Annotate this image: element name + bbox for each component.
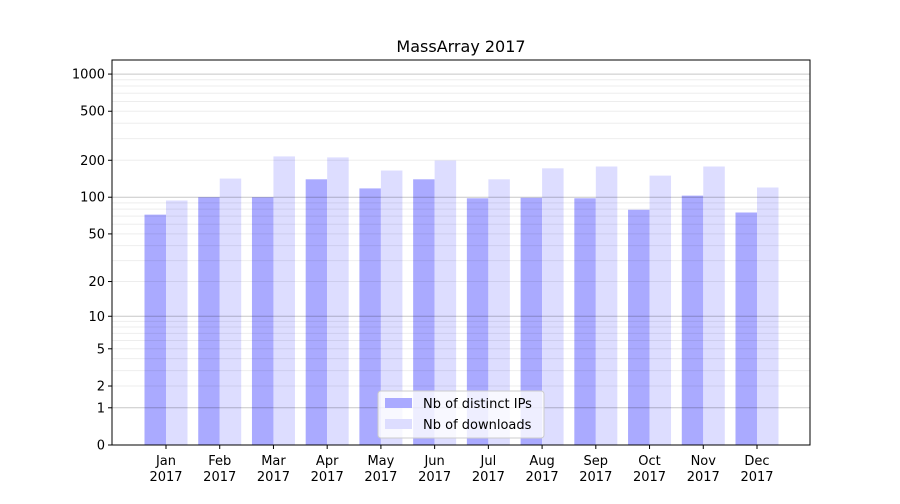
x-tick-label: Mar 2017 — [257, 454, 290, 485]
legend-label: Nb of downloads — [423, 418, 532, 433]
x-tick-label: Jan 2017 — [149, 454, 182, 485]
y-tick-label: 500 — [80, 105, 105, 120]
bar-downloads — [703, 166, 725, 446]
y-tick-label: 0 — [97, 439, 105, 454]
x-tick-label: Apr 2017 — [311, 454, 344, 485]
y-tick-label: 20 — [88, 275, 105, 290]
x-tick-label: Nov 2017 — [687, 454, 720, 485]
bar-downloads — [649, 175, 672, 446]
x-tick-label: Dec 2017 — [740, 454, 773, 485]
bar-downloads — [380, 170, 403, 445]
x-tick-label: Jun 2017 — [418, 454, 451, 485]
bar-ips — [251, 197, 274, 445]
bar-ips — [520, 197, 543, 445]
bar-ips — [305, 179, 328, 445]
y-tick-label: 50 — [88, 227, 105, 242]
chart-title: MassArray 2017 — [396, 37, 525, 56]
y-tick-label: 200 — [80, 154, 105, 169]
bar-ips — [681, 195, 704, 445]
bar-downloads — [542, 168, 564, 445]
bar-ips — [466, 198, 489, 445]
y-tick-label: 10 — [88, 310, 105, 325]
y-tick-label: 1 — [97, 401, 105, 416]
bar-ips — [413, 179, 435, 445]
bar-downloads — [219, 178, 242, 445]
x-tick-label: Oct 2017 — [633, 454, 666, 485]
x-tick-label: Jul 2017 — [472, 454, 505, 485]
bar-downloads — [488, 179, 510, 445]
bar-downloads — [757, 187, 779, 446]
legend-swatch — [385, 419, 412, 429]
bar-ips — [574, 198, 596, 445]
bar-ips — [735, 212, 757, 445]
bar-downloads — [166, 200, 188, 445]
plot-frame — [111, 59, 811, 446]
bar-downloads — [595, 166, 618, 446]
y-tick-label: 5 — [97, 342, 105, 357]
bar-downloads — [434, 160, 457, 445]
x-tick-label: Aug 2017 — [526, 454, 559, 485]
bar-ips — [359, 188, 381, 445]
bar-downloads — [273, 156, 295, 446]
bar-ips — [198, 197, 220, 445]
legend-box — [377, 390, 545, 439]
x-tick-label: May 2017 — [364, 454, 397, 485]
y-tick-label: 100 — [80, 191, 105, 206]
legend: Nb of distinct IPs Nb of downloads — [377, 390, 545, 439]
legend-label: Nb of distinct IPs — [423, 397, 532, 412]
y-tick-label: 2 — [97, 380, 105, 395]
legend-swatch — [385, 398, 412, 408]
bar-ips — [628, 209, 650, 445]
bar-ips — [144, 214, 166, 445]
y-tick-label: 1000 — [72, 68, 105, 83]
x-tick-label: Sep 2017 — [579, 454, 612, 485]
bar-downloads — [327, 157, 349, 445]
x-tick-label: Feb 2017 — [203, 454, 236, 485]
